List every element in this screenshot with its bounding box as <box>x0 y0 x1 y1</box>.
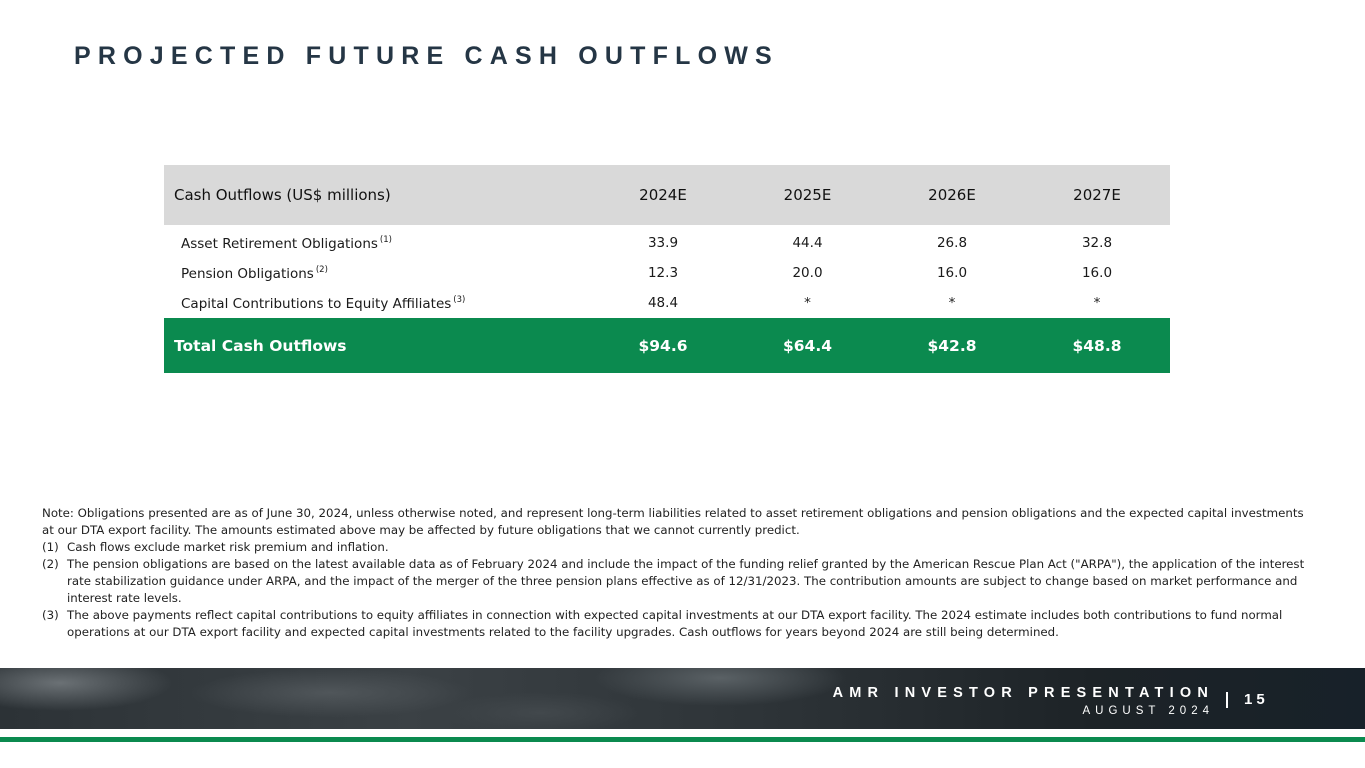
table-header-row: Cash Outflows (US$ millions) 2024E 2025E… <box>164 165 1170 225</box>
cell-value: 12.3 <box>647 265 679 281</box>
cash-outflows-table: Cash Outflows (US$ millions) 2024E 2025E… <box>164 165 1170 373</box>
row-label-text: Asset Retirement Obligations <box>181 235 378 252</box>
page-separator <box>1226 692 1228 708</box>
footnote-ref: (1) <box>379 234 392 245</box>
table-row: Capital Contributions to Equity Affiliat… <box>164 288 1170 318</box>
cell-value: 26.8 <box>936 235 968 251</box>
cell-value: 33.9 <box>647 235 679 251</box>
table-row: Asset Retirement Obligations (1) 33.9 44.… <box>164 225 1170 258</box>
row-label: Pension Obligations (2) <box>164 258 591 288</box>
footer-banner-image <box>0 668 1365 729</box>
footer-text: AMR INVESTOR PRESENTATION AUGUST 2024 <box>833 685 1214 717</box>
accent-bar <box>0 737 1365 742</box>
notes-section: Note: Obligations presented are as of Ju… <box>42 505 1312 641</box>
page-title: PROJECTED FUTURE CASH OUTFLOWS <box>74 42 779 70</box>
cell-value: 16.0 <box>936 265 968 281</box>
presentation-title: AMR INVESTOR PRESENTATION <box>832 685 1214 701</box>
footnote-number: (3) <box>42 608 59 622</box>
footnote-item: (1) Cash flows exclude market risk premi… <box>42 539 1312 556</box>
footnote-number: (1) <box>42 540 59 554</box>
cell-value: * <box>948 295 956 311</box>
footnote-text: The pension obligations are based on the… <box>67 557 1305 605</box>
footnote-item: (3) The above payments reflect capital c… <box>42 607 1312 641</box>
cell-value: 48.4 <box>647 295 679 311</box>
row-label-text: Pension Obligations <box>181 265 314 282</box>
total-label: Total Cash Outflows <box>164 318 591 373</box>
footnote-item: (2) The pension obligations are based on… <box>42 556 1312 607</box>
column-header-2024e: 2024E <box>591 165 735 225</box>
footnote-text: Cash flows exclude market risk premium a… <box>67 540 389 554</box>
total-value: $94.6 <box>591 318 735 373</box>
cell-value: 32.8 <box>1081 235 1113 251</box>
footnote-ref: (3) <box>453 294 466 305</box>
page-number: 15 <box>1244 691 1269 708</box>
total-value: $48.8 <box>1024 318 1170 373</box>
cell-value: 44.4 <box>792 235 823 251</box>
row-label: Capital Contributions to Equity Affiliat… <box>164 288 591 318</box>
column-header-2026e: 2026E <box>880 165 1024 225</box>
cell-value: 20.0 <box>792 265 823 281</box>
cell-value: 16.0 <box>1081 265 1113 281</box>
footnote-number: (2) <box>42 557 59 571</box>
column-header-label: Cash Outflows (US$ millions) <box>164 165 591 225</box>
footnote-ref: (2) <box>315 264 328 275</box>
table-row: Pension Obligations (2) 12.3 20.0 16.0 16… <box>164 258 1170 288</box>
column-header-2025e: 2025E <box>735 165 880 225</box>
cell-value: * <box>804 295 811 311</box>
footnote-text: The above payments reflect capital contr… <box>67 608 1283 639</box>
total-value: $42.8 <box>880 318 1024 373</box>
column-header-2027e: 2027E <box>1024 165 1170 225</box>
presentation-date: AUGUST 2024 <box>1082 705 1214 717</box>
total-value: $64.4 <box>735 318 880 373</box>
row-label-text: Capital Contributions to Equity Affiliat… <box>181 295 452 312</box>
total-row: Total Cash Outflows $94.6 $64.4 $42.8 $4… <box>164 318 1170 373</box>
row-label: Asset Retirement Obligations (1) <box>164 225 591 258</box>
note-intro: Note: Obligations presented are as of Ju… <box>42 506 1304 537</box>
cell-value: * <box>1093 295 1101 311</box>
